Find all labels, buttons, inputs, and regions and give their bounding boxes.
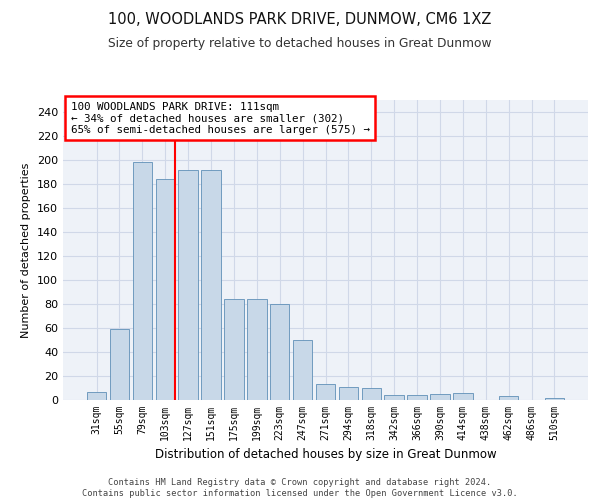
Bar — [202, 170, 221, 400]
Bar — [133, 162, 152, 400]
Text: Size of property relative to detached houses in Great Dunmow: Size of property relative to detached ho… — [108, 38, 492, 51]
Bar — [499, 396, 518, 400]
Bar — [87, 392, 106, 400]
Bar — [338, 387, 358, 400]
Bar — [545, 398, 564, 400]
Bar — [385, 395, 404, 400]
Text: 100 WOODLANDS PARK DRIVE: 111sqm
← 34% of detached houses are smaller (302)
65% : 100 WOODLANDS PARK DRIVE: 111sqm ← 34% o… — [71, 102, 370, 134]
Text: 100, WOODLANDS PARK DRIVE, DUNMOW, CM6 1XZ: 100, WOODLANDS PARK DRIVE, DUNMOW, CM6 1… — [109, 12, 491, 28]
X-axis label: Distribution of detached houses by size in Great Dunmow: Distribution of detached houses by size … — [155, 448, 496, 462]
Bar — [270, 304, 289, 400]
Bar — [407, 395, 427, 400]
Bar — [362, 388, 381, 400]
Bar — [178, 170, 198, 400]
Bar — [155, 179, 175, 400]
Bar — [316, 384, 335, 400]
Bar — [247, 299, 266, 400]
Bar — [293, 340, 313, 400]
Bar — [224, 299, 244, 400]
Text: Contains HM Land Registry data © Crown copyright and database right 2024.
Contai: Contains HM Land Registry data © Crown c… — [82, 478, 518, 498]
Y-axis label: Number of detached properties: Number of detached properties — [22, 162, 31, 338]
Bar — [430, 394, 449, 400]
Bar — [453, 393, 473, 400]
Bar — [110, 329, 129, 400]
